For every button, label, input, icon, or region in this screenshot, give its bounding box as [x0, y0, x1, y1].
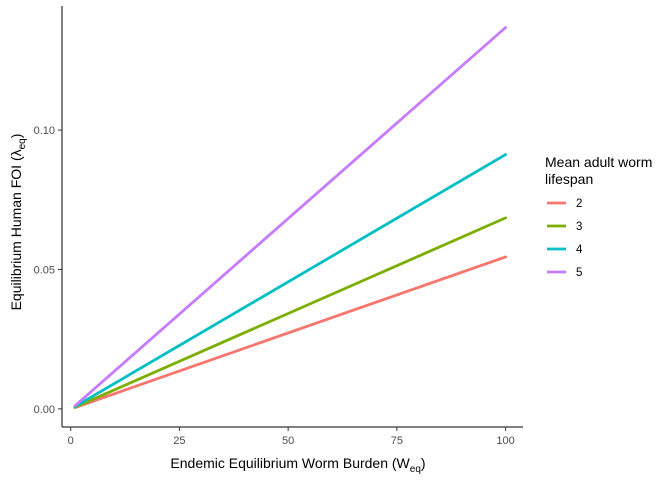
- x-tick-label: 25: [173, 435, 185, 447]
- y-axis-title: Equilibrium Human FOI (λeq): [8, 134, 28, 311]
- x-tick-label: 50: [282, 435, 294, 447]
- series-layer: [73, 26, 507, 409]
- legend-items: 2 3 4 5: [547, 198, 583, 279]
- legend-label-4: 4: [576, 244, 583, 256]
- x-tick-label: 0: [68, 435, 74, 447]
- series-line-4: [73, 153, 507, 408]
- legend-label-5: 5: [576, 267, 582, 279]
- y-tick-label: 0.00: [34, 404, 55, 416]
- series-line-3: [73, 216, 507, 409]
- x-axis-title: Endemic Equilibrium Worm Burden (Weq): [170, 455, 425, 475]
- legend: Mean adult worm lifespan 2 3 4 5: [545, 154, 656, 279]
- x-ticks: 0 25 50 75 100: [68, 427, 515, 447]
- series-line-5: [73, 26, 507, 408]
- y-tick-label: 0.10: [34, 125, 55, 137]
- legend-label-2: 2: [576, 198, 582, 210]
- x-tick-label: 100: [496, 435, 514, 447]
- y-tick-label: 0.05: [34, 264, 55, 276]
- legend-title: Mean adult worm lifespan: [545, 154, 656, 187]
- y-ticks: 0.00 0.05 0.10: [34, 125, 62, 416]
- series-line-2: [73, 255, 507, 409]
- legend-label-3: 3: [576, 221, 582, 233]
- x-tick-label: 75: [391, 435, 403, 447]
